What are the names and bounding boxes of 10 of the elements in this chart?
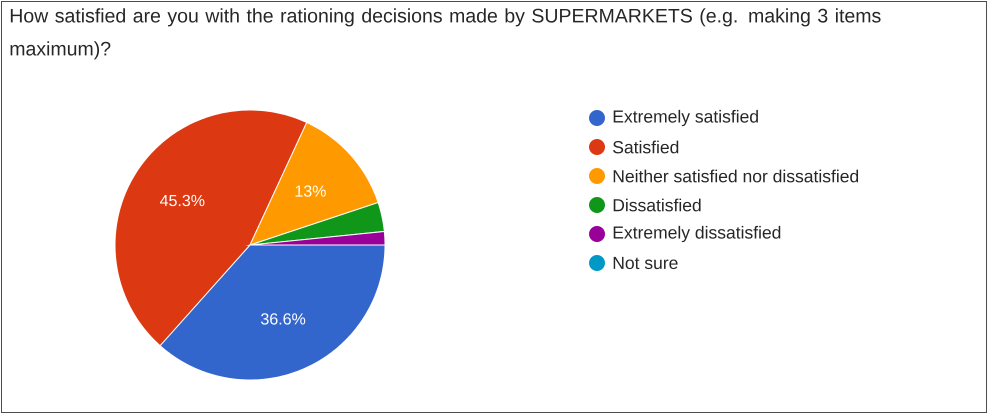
legend-label: Extremely satisfied [614, 110, 758, 126]
data-label: 45.3% [160, 194, 204, 206]
data-label: 36.6% [261, 313, 306, 325]
chart-title: How satisfied are you with the rationing decisions made by SUPERMARKETS (e.g. making 3 items maximum)? [10, 8, 881, 60]
legend-label: Extremely dissatisfied [614, 226, 780, 242]
legend-label: Satisfied [613, 140, 678, 154]
legend-label: Neither satisfied nor dissatisfied [614, 170, 858, 182]
data-label: 13% [296, 185, 326, 197]
legend-label: Dissatisfied [614, 198, 701, 212]
legend-label: Not sure [614, 256, 678, 270]
